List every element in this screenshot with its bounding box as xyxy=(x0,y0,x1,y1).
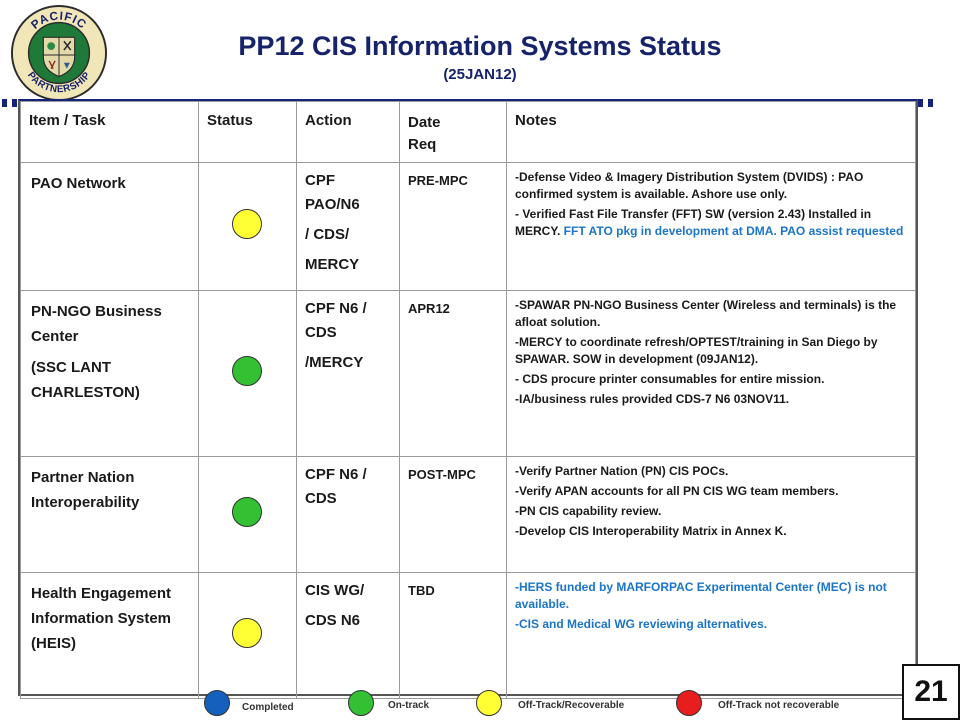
action-text: CPF N6 / CDS xyxy=(305,300,367,341)
legend-label: Off-Track/Recoverable xyxy=(518,700,625,711)
item-task-text: (SSC LANT CHARLESTON) xyxy=(31,359,140,401)
note-line: -PN CIS capability review. xyxy=(515,503,909,520)
date-req-cell: PRE-MPC xyxy=(399,162,507,291)
column-header-date-req: Date Req xyxy=(399,101,507,163)
item-task-cell: PN-NGO Business Center (SSC LANT CHARLEST… xyxy=(20,290,199,457)
note-text: -Verify APAN accounts for all PN CIS WG … xyxy=(515,484,839,498)
status-table-frame: Item / Task Status Action Date Req Notes… xyxy=(18,99,918,699)
action-text: /MERCY xyxy=(305,354,364,371)
note-highlight-text: -CIS and Medical WG reviewing alternativ… xyxy=(515,617,768,631)
table-row: Partner Nation Interoperability CPF N6 / … xyxy=(20,456,916,573)
table-row: PN-NGO Business Center (SSC LANT CHARLEST… xyxy=(20,290,916,457)
legend-label: On-track xyxy=(388,700,430,711)
item-task-text: Partner Nation Interoperability xyxy=(31,469,140,511)
note-line: -IA/business rules provided CDS-7 N6 03N… xyxy=(515,391,909,408)
legend-dot xyxy=(676,690,702,716)
status-indicator-dot xyxy=(231,617,262,648)
legend-label: Off-Track not recoverable xyxy=(718,700,840,711)
status-legend: Completed On-track Off-Track/Recoverable Of… xyxy=(196,690,916,720)
item-task-text: PAO Network xyxy=(31,175,126,192)
page-subtitle: (25JAN12) xyxy=(443,66,517,83)
action-text: CPF N6 / CDS xyxy=(305,466,367,507)
status-indicator-dot xyxy=(231,496,262,527)
status-indicator-dot xyxy=(231,355,262,386)
note-line: -MERCY to coordinate refresh/OPTEST/trai… xyxy=(515,334,909,368)
action-text: MERCY xyxy=(305,256,360,273)
column-header-item: Item / Task xyxy=(20,101,199,163)
note-line: -SPAWAR PN-NGO Business Center (Wireless… xyxy=(515,297,909,331)
date-req-cell: TBD xyxy=(399,572,507,699)
column-header-action: Action xyxy=(296,101,400,163)
note-text: -Develop CIS Interoperability Matrix in … xyxy=(515,524,787,538)
note-line: -Verify Partner Nation (PN) CIS POCs. xyxy=(515,463,909,480)
note-line: - CDS procure printer consumables for en… xyxy=(515,371,909,388)
item-task-cell: PAO Network xyxy=(20,162,199,291)
date-req-cell: APR12 xyxy=(399,290,507,457)
page-number: 21 xyxy=(902,664,960,720)
action-cell: CPF N6 / CDS xyxy=(296,456,400,573)
decorative-dashes-right xyxy=(918,99,934,107)
note-line: -Verify APAN accounts for all PN CIS WG … xyxy=(515,483,909,500)
action-cell: CPF N6 / CDS/MERCY xyxy=(296,290,400,457)
note-line: -Defense Video & Imagery Distribution Sy… xyxy=(515,169,909,203)
action-text: CDS N6 xyxy=(305,612,361,629)
legend-dot xyxy=(348,690,374,716)
note-line: -HERS funded by MARFORPAC Experimental C… xyxy=(515,579,909,613)
action-text: CPF PAO/N6 xyxy=(305,172,360,213)
table-row: PAO Network CPF PAO/N6 / CDS/MERCY PRE-MPC -… xyxy=(20,162,916,291)
pacific-partnership-logo: PACIFIC PARTNERSHIP xyxy=(10,4,108,102)
item-task-cell: Partner Nation Interoperability xyxy=(20,456,199,573)
legend-dot xyxy=(204,690,230,716)
note-text: -MERCY to coordinate refresh/OPTEST/trai… xyxy=(515,335,878,366)
legend-label: Completed xyxy=(242,702,294,713)
status-indicator-dot xyxy=(231,208,262,239)
action-text: CIS WG/ xyxy=(305,582,365,599)
column-header-status: Status xyxy=(198,101,297,163)
note-highlight-text: FFT ATO pkg in development at DMA. PAO a… xyxy=(560,224,904,238)
status-cell xyxy=(198,162,297,291)
note-line: -CIS and Medical WG reviewing alternativ… xyxy=(515,616,909,633)
action-cell: CIS WG/CDS N6 xyxy=(296,572,400,699)
notes-cell: -HERS funded by MARFORPAC Experimental C… xyxy=(506,572,916,699)
status-table: Item / Task Status Action Date Req Notes… xyxy=(20,101,916,699)
note-text: -Verify Partner Nation (PN) CIS POCs. xyxy=(515,464,729,478)
notes-cell: -Defense Video & Imagery Distribution Sy… xyxy=(506,162,916,291)
note-text: -PN CIS capability review. xyxy=(515,504,662,518)
column-header-notes: Notes xyxy=(506,101,916,163)
note-text: - Verified Fast File Transfer (FFT) SW (… xyxy=(515,207,872,238)
table-header-row: Item / Task Status Action Date Req Notes xyxy=(20,101,916,163)
item-task-cell: Health Engagement Information System (HE… xyxy=(20,572,199,699)
item-task-text: PN-NGO Business Center xyxy=(31,303,162,345)
note-text: -Defense Video & Imagery Distribution Sy… xyxy=(515,170,864,201)
status-cell xyxy=(198,572,297,699)
item-task-text: Health Engagement Information System (HE… xyxy=(31,585,172,652)
note-line: -Develop CIS Interoperability Matrix in … xyxy=(515,523,909,540)
legend-dot xyxy=(476,690,502,716)
date-req-cell: POST-MPC xyxy=(399,456,507,573)
note-line: - Verified Fast File Transfer (FFT) SW (… xyxy=(515,206,909,240)
note-highlight-text: -HERS funded by MARFORPAC Experimental C… xyxy=(515,580,887,611)
note-text: - CDS procure printer consumables for en… xyxy=(515,372,825,386)
notes-cell: -Verify Partner Nation (PN) CIS POCs. -Ve… xyxy=(506,456,916,573)
status-cell xyxy=(198,456,297,573)
note-text: -IA/business rules provided CDS-7 N6 03N… xyxy=(515,392,790,406)
status-cell xyxy=(198,290,297,457)
action-cell: CPF PAO/N6 / CDS/MERCY xyxy=(296,162,400,291)
action-text: / CDS/ xyxy=(305,226,350,243)
page-title: PP12 CIS Information Systems Status xyxy=(238,31,722,61)
notes-cell: -SPAWAR PN-NGO Business Center (Wireless… xyxy=(506,290,916,457)
decorative-dashes-left xyxy=(2,99,18,107)
table-row: Health Engagement Information System (HE… xyxy=(20,572,916,699)
note-text: -SPAWAR PN-NGO Business Center (Wireless… xyxy=(515,298,897,329)
